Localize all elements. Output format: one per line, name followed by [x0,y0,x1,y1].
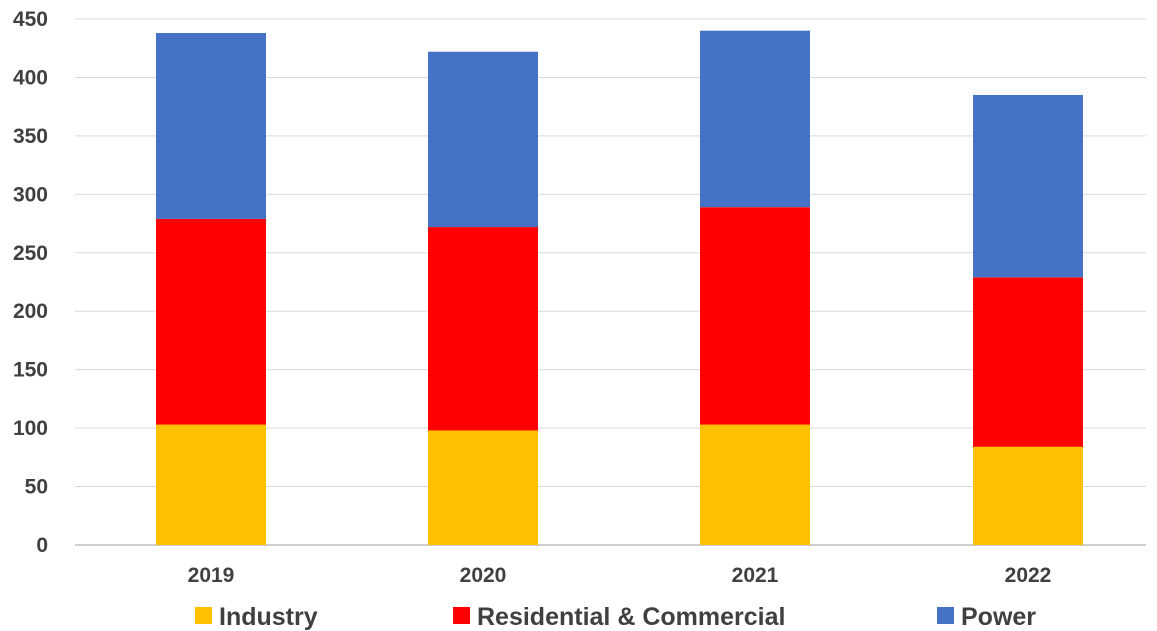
bar-segment-industry-2019 [156,424,266,545]
y-tick-label: 350 [13,125,48,148]
bar-segment-residential-commercial-2019 [156,218,266,425]
legend-swatch [937,607,954,624]
y-tick-label: 50 [25,476,48,499]
bar-segment-power-2020 [428,51,538,228]
y-tick-label: 450 [13,8,48,31]
bar-segment-industry-2022 [973,446,1083,545]
legend-label: Power [961,603,1036,631]
legend: Industry Residential & Commercial Power [195,603,1036,631]
x-tick-label: 2020 [460,564,507,587]
bar-segment-industry-2021 [700,424,810,545]
y-tick-label: 200 [13,300,48,323]
x-axis-tick-labels: 2019 2020 2021 2022 [188,564,1052,587]
legend-label: Industry [219,603,318,631]
legend-item-industry: Industry [195,603,318,631]
bar-segment-industry-2020 [428,430,538,545]
legend-swatch [195,607,212,624]
y-tick-label: 400 [13,66,48,89]
legend-item-residential-commercial: Residential & Commercial [453,603,785,631]
bar-segment-residential-commercial-2021 [700,207,810,425]
y-tick-label: 250 [13,242,48,265]
y-tick-label: 0 [36,534,48,557]
x-tick-label: 2019 [188,564,235,587]
y-tick-label: 300 [13,183,48,206]
legend-item-power: Power [937,603,1036,631]
y-axis-tick-labels: 0 50 100 150 200 250 300 350 400 450 [13,8,48,557]
bar-segment-residential-commercial-2020 [428,227,538,431]
bar-segment-power-2019 [156,33,266,219]
bar-segment-power-2021 [700,30,810,208]
x-tick-label: 2022 [1005,564,1052,587]
legend-label: Residential & Commercial [477,603,785,631]
y-tick-label: 100 [13,417,48,440]
x-tick-label: 2021 [732,564,779,587]
y-tick-label: 150 [13,359,48,382]
bars [156,30,1083,545]
legend-swatch [453,607,470,624]
bar-segment-power-2022 [973,94,1083,278]
bar-segment-residential-commercial-2022 [973,277,1083,447]
